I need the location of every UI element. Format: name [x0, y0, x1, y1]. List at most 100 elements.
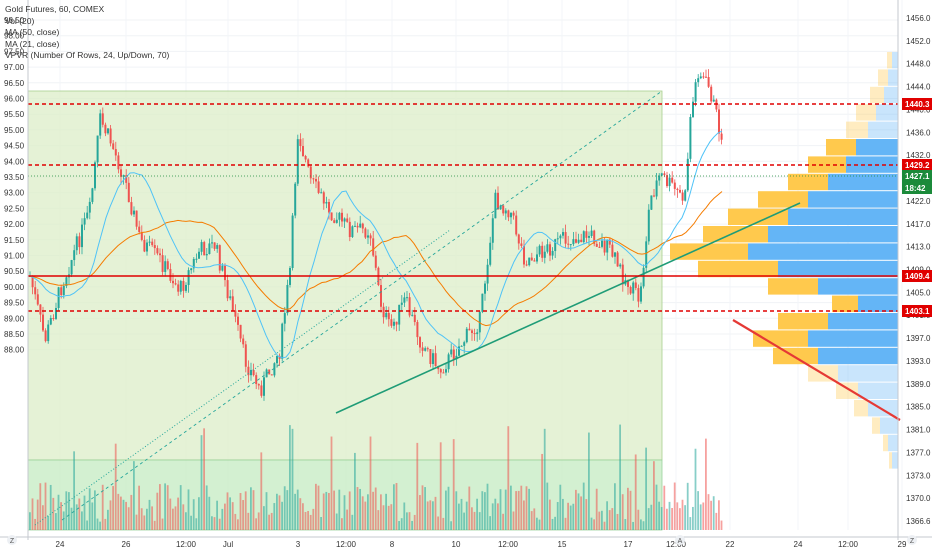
candle-body	[101, 113, 104, 125]
candle-body	[166, 261, 169, 270]
volume-bar	[29, 512, 31, 530]
candle-body	[177, 284, 180, 292]
candle-body	[161, 255, 164, 272]
candle-body	[304, 156, 307, 160]
volume-bar	[684, 505, 686, 530]
volume-bar	[174, 506, 177, 530]
candle-body	[296, 139, 299, 184]
volume-bar	[593, 519, 595, 530]
candle-body	[182, 280, 185, 291]
left-axis-tick-label: 94.00	[4, 157, 25, 166]
candle-body	[673, 182, 676, 189]
candle-body	[616, 252, 619, 267]
volume-bar	[517, 490, 520, 530]
volume-bar	[702, 502, 705, 530]
candle-body	[564, 232, 567, 244]
candle-body	[598, 246, 601, 248]
volume-bar	[497, 503, 499, 530]
x-axis-tick-label: 12:00	[336, 540, 357, 549]
vp-row-up	[868, 121, 898, 138]
candle-body	[627, 280, 629, 287]
x-axis-tick-label: 22	[726, 540, 735, 549]
candle-body	[481, 293, 484, 312]
left-axis-tick-label: 91.50	[4, 236, 25, 245]
volume-bar	[177, 497, 179, 530]
volume-bar	[686, 482, 689, 530]
candle-body	[338, 212, 341, 220]
volume-bar	[221, 508, 224, 530]
candle-body	[133, 210, 135, 215]
volume-bar	[104, 518, 107, 530]
volume-bar	[182, 504, 185, 530]
legend-indicator-volume: Vol (20)	[5, 15, 35, 26]
volume-bar	[546, 482, 549, 530]
volume-bar	[65, 491, 68, 530]
candle-body	[260, 385, 263, 396]
volume-bar	[86, 520, 88, 530]
volume-bar	[525, 486, 528, 530]
candle-body	[218, 245, 221, 271]
volume-bar	[447, 486, 450, 530]
left-axis-tick-label: 93.50	[4, 173, 25, 182]
volume-bar	[676, 502, 679, 530]
volume-bar	[398, 521, 400, 530]
left-axis-tick-label: 97.50	[4, 47, 25, 56]
candle-body	[718, 109, 720, 134]
volume-bar	[536, 517, 538, 530]
candle-body	[55, 307, 57, 319]
candle-body	[590, 230, 593, 236]
right-axis-tick-label: 1381.0	[906, 426, 931, 435]
candle-body	[606, 239, 609, 253]
candle-body	[486, 264, 489, 284]
left-axis-tick-label: 89.50	[4, 299, 25, 308]
candle-body	[114, 149, 117, 156]
candle-body	[619, 264, 622, 267]
volume-bar	[494, 498, 497, 530]
candle-body	[546, 244, 549, 252]
right-axis-tick-label: 1389.0	[906, 380, 931, 389]
candle-body	[385, 312, 388, 318]
volume-bar	[619, 424, 621, 530]
volume-bar	[543, 428, 546, 530]
candle-body	[575, 239, 577, 243]
volume-bar	[616, 513, 619, 530]
candle-body	[507, 210, 510, 218]
volume-bar	[463, 512, 465, 530]
volume-bar	[442, 517, 445, 530]
candle-body	[36, 294, 39, 305]
right-axis-tick-label: 1366.6	[906, 517, 931, 526]
candle-body	[317, 181, 320, 193]
candle-body	[39, 304, 42, 315]
volume-bar	[426, 501, 429, 530]
volume-bar	[385, 493, 387, 530]
volume-bar	[133, 461, 135, 530]
candle-body	[650, 195, 653, 210]
candle-body	[465, 328, 468, 343]
volume-bar	[580, 496, 582, 530]
volume-bar	[642, 521, 645, 530]
candle-body	[458, 346, 460, 356]
candle-body	[569, 244, 572, 246]
candle-body	[34, 287, 37, 295]
volume-bar	[325, 491, 328, 530]
candle-body	[710, 86, 713, 102]
right-axis-tick-label: 1397.0	[906, 334, 931, 343]
candle-body	[497, 192, 499, 210]
candle-body	[419, 337, 421, 348]
volume-bar	[226, 492, 229, 530]
volume-bar	[372, 491, 374, 530]
volume-bar	[208, 496, 211, 530]
volume-bar	[697, 491, 699, 530]
volume-bar	[242, 500, 244, 530]
candle-body	[75, 236, 78, 251]
candle-body	[686, 158, 689, 191]
candle-body	[325, 201, 328, 204]
candle-body	[668, 177, 671, 187]
candle-body	[341, 212, 343, 222]
volume-bar	[247, 512, 250, 530]
right-axis-tick-label: 1444.0	[906, 83, 931, 92]
candle-body	[81, 224, 83, 248]
candle-body	[380, 285, 382, 307]
trendline-resistance	[732, 319, 901, 421]
